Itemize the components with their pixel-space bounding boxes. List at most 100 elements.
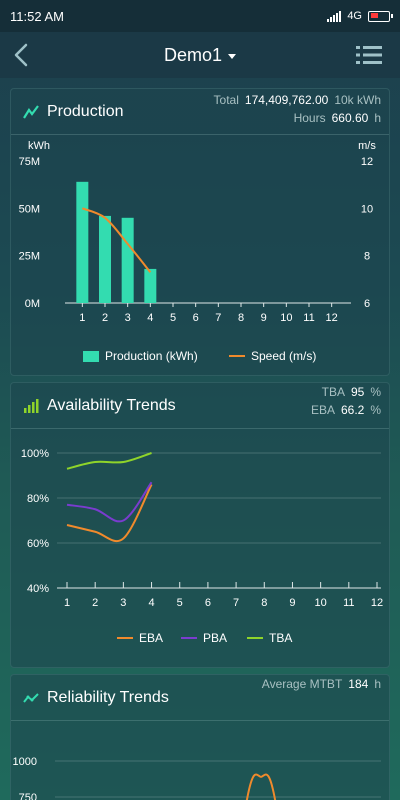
legend-production-label: Production (kWh) xyxy=(105,349,198,363)
hours-stat: Hours 660.60 h xyxy=(294,111,381,125)
hours-label: Hours xyxy=(293,111,326,125)
tba-label: TBA xyxy=(321,385,345,399)
bar-chart-icon xyxy=(24,398,39,413)
x-tick-label: 2 xyxy=(92,597,98,609)
tba-line xyxy=(66,452,152,470)
x-tick-label: 7 xyxy=(233,597,239,609)
legend-production: Production (kWh) xyxy=(83,349,198,363)
mtbt-value: 184 xyxy=(348,677,369,691)
trend-icon xyxy=(23,104,39,119)
legend-speed-label: Speed (m/s) xyxy=(251,349,317,363)
legend-line-swatch xyxy=(229,355,245,357)
status-icons: 4G xyxy=(327,10,393,22)
y-tick-label: 50M xyxy=(19,203,40,215)
x-tick-label: 4 xyxy=(147,312,153,324)
page-title: Demo1 xyxy=(163,44,223,65)
legend-tba: TBA xyxy=(247,631,292,645)
production-bar xyxy=(121,217,134,303)
y-tick-label: 25M xyxy=(19,251,40,263)
hours-unit: h xyxy=(374,111,381,125)
production-bar xyxy=(144,268,157,303)
caret-down-icon xyxy=(228,53,237,59)
legend-pba-swatch xyxy=(181,637,197,639)
network-type: 4G xyxy=(347,10,362,22)
x-tick-label: 5 xyxy=(177,597,183,609)
back-icon[interactable] xyxy=(10,42,34,68)
y-axis-label: kWh xyxy=(28,140,50,152)
reliability-card: Reliability Trends Average MTBT 184 h 75… xyxy=(10,674,390,800)
total-unit: 10k kWh xyxy=(334,93,381,107)
pba-line xyxy=(66,481,153,523)
y2-tick-label: 12 xyxy=(361,156,373,168)
legend-pba: PBA xyxy=(181,631,227,645)
legend-pba-label: PBA xyxy=(203,631,228,645)
availability-chart: 40%60%80%100%1 2 3 4 5 6 7 8 9 10 11 12 xyxy=(21,448,383,609)
x-tick-label: 1 xyxy=(79,312,85,324)
eba-value: 66.2 xyxy=(340,403,365,417)
x-tick-label: 2 xyxy=(102,312,108,324)
reliability-chart: 750 1000 xyxy=(13,756,381,800)
tba-stat: TBA 95 % xyxy=(322,385,381,399)
legend-bar-swatch xyxy=(83,350,99,362)
legend-eba-swatch xyxy=(117,637,133,639)
eba-stat: EBA 66.2 % xyxy=(311,403,381,417)
eba-label: EBA xyxy=(310,403,335,417)
availability-title: Availability Trends xyxy=(47,396,176,414)
y-tick-label: 80% xyxy=(27,493,49,505)
y-tick-label: 75M xyxy=(19,156,40,168)
legend-tba-label: TBA xyxy=(269,631,293,645)
x-tick-label: 12 xyxy=(326,312,338,324)
x-tick-label: 12 xyxy=(371,597,383,609)
production-header: Production Total 174,409,762.00 10k kWh … xyxy=(11,89,389,135)
x-tick-label: 3 xyxy=(120,597,126,609)
project-selector[interactable]: Demo1 xyxy=(163,44,237,66)
x-tick-label: 8 xyxy=(238,312,244,324)
x-tick-label: 10 xyxy=(315,597,327,609)
tba-value: 95 xyxy=(350,385,365,399)
total-label: Total xyxy=(213,93,239,107)
availability-card: Availability Trends TBA 95 % EBA 66.2 % … xyxy=(10,382,390,668)
x-tick-label: 7 xyxy=(215,312,221,324)
legend-tba-swatch xyxy=(247,637,263,639)
list-menu-icon[interactable] xyxy=(356,45,382,65)
y2-tick-label: 6 xyxy=(364,298,370,310)
production-card: Production Total 174,409,762.00 10k kWh … xyxy=(10,88,390,376)
legend-speed: Speed (m/s) xyxy=(229,349,316,363)
production-bar xyxy=(76,181,89,303)
y2-tick-label: 8 xyxy=(364,251,370,263)
y-tick-label: 60% xyxy=(27,538,49,550)
mtbt-stat: Average MTBT 184 h xyxy=(262,677,381,691)
eba-line xyxy=(66,484,153,543)
x-tick-label: 8 xyxy=(261,597,267,609)
x-tick-label: 10 xyxy=(280,312,292,324)
speed-line xyxy=(81,207,152,273)
x-tick-label: 11 xyxy=(343,597,354,609)
status-time: 11:52 AM xyxy=(10,8,64,24)
production-bar xyxy=(99,215,111,303)
status-bar: 11:52 AM 4G xyxy=(0,0,400,32)
hours-value: 660.60 xyxy=(331,111,369,125)
total-stat: Total 174,409,762.00 10k kWh xyxy=(214,93,381,107)
mtbt-label: Average MTBT xyxy=(261,677,343,691)
signal-icon xyxy=(327,10,342,22)
x-tick-label: 11 xyxy=(303,312,314,324)
battery-icon xyxy=(368,10,393,22)
y-tick-label: 0M xyxy=(25,298,40,310)
x-tick-label: 9 xyxy=(289,597,295,609)
y-tick-label: 1000 xyxy=(13,756,37,768)
production-title: Production xyxy=(47,102,124,120)
y2-axis-label: m/s xyxy=(358,140,376,152)
legend-eba-label: EBA xyxy=(139,631,164,645)
total-value: 174,409,762.00 xyxy=(244,93,329,107)
x-tick-label: 9 xyxy=(261,312,267,324)
reliability-header: Reliability Trends Average MTBT 184 h xyxy=(11,675,389,721)
reliability-line xyxy=(245,773,277,800)
x-tick-label: 5 xyxy=(170,312,176,324)
trend-line-icon xyxy=(23,692,39,703)
y-tick-label: 100% xyxy=(21,448,49,460)
eba-unit: % xyxy=(370,403,381,417)
legend-eba: EBA xyxy=(117,631,163,645)
x-tick-label: 4 xyxy=(148,597,154,609)
x-tick-label: 6 xyxy=(193,312,199,324)
